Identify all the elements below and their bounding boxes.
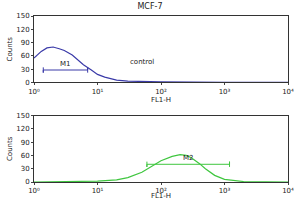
svg-text:0: 0 — [25, 178, 29, 186]
svg-text:10⁴: 10⁴ — [282, 187, 294, 195]
svg-text:60: 60 — [21, 52, 30, 60]
svg-text:0: 0 — [25, 79, 29, 87]
svg-text:120: 120 — [16, 125, 29, 133]
svg-text:90: 90 — [21, 139, 30, 147]
svg-text:Counts: Counts — [6, 136, 14, 161]
svg-text:30: 30 — [21, 165, 30, 173]
svg-text:10²: 10² — [155, 187, 167, 195]
svg-text:M2: M2 — [183, 154, 194, 162]
svg-text:120: 120 — [16, 26, 29, 34]
svg-text:control: control — [130, 58, 154, 66]
svg-text:10⁴: 10⁴ — [282, 88, 294, 96]
svg-text:10⁰: 10⁰ — [28, 187, 40, 195]
svg-text:MCF-7: MCF-7 — [137, 2, 162, 11]
svg-text:150: 150 — [16, 112, 29, 120]
svg-text:M1: M1 — [60, 60, 71, 68]
svg-text:Counts: Counts — [6, 37, 14, 62]
svg-text:FL1-H: FL1-H — [151, 96, 171, 104]
svg-text:150: 150 — [16, 12, 29, 20]
svg-text:10³: 10³ — [219, 88, 231, 96]
svg-text:10¹: 10¹ — [92, 88, 104, 96]
svg-text:30: 30 — [21, 66, 30, 74]
svg-text:10³: 10³ — [219, 187, 231, 195]
svg-text:10⁰: 10⁰ — [28, 88, 40, 96]
svg-text:90: 90 — [21, 39, 30, 47]
svg-text:10¹: 10¹ — [92, 187, 104, 195]
svg-text:FL1-H: FL1-H — [151, 192, 171, 200]
svg-text:60: 60 — [21, 152, 30, 160]
svg-text:10²: 10² — [155, 88, 167, 96]
